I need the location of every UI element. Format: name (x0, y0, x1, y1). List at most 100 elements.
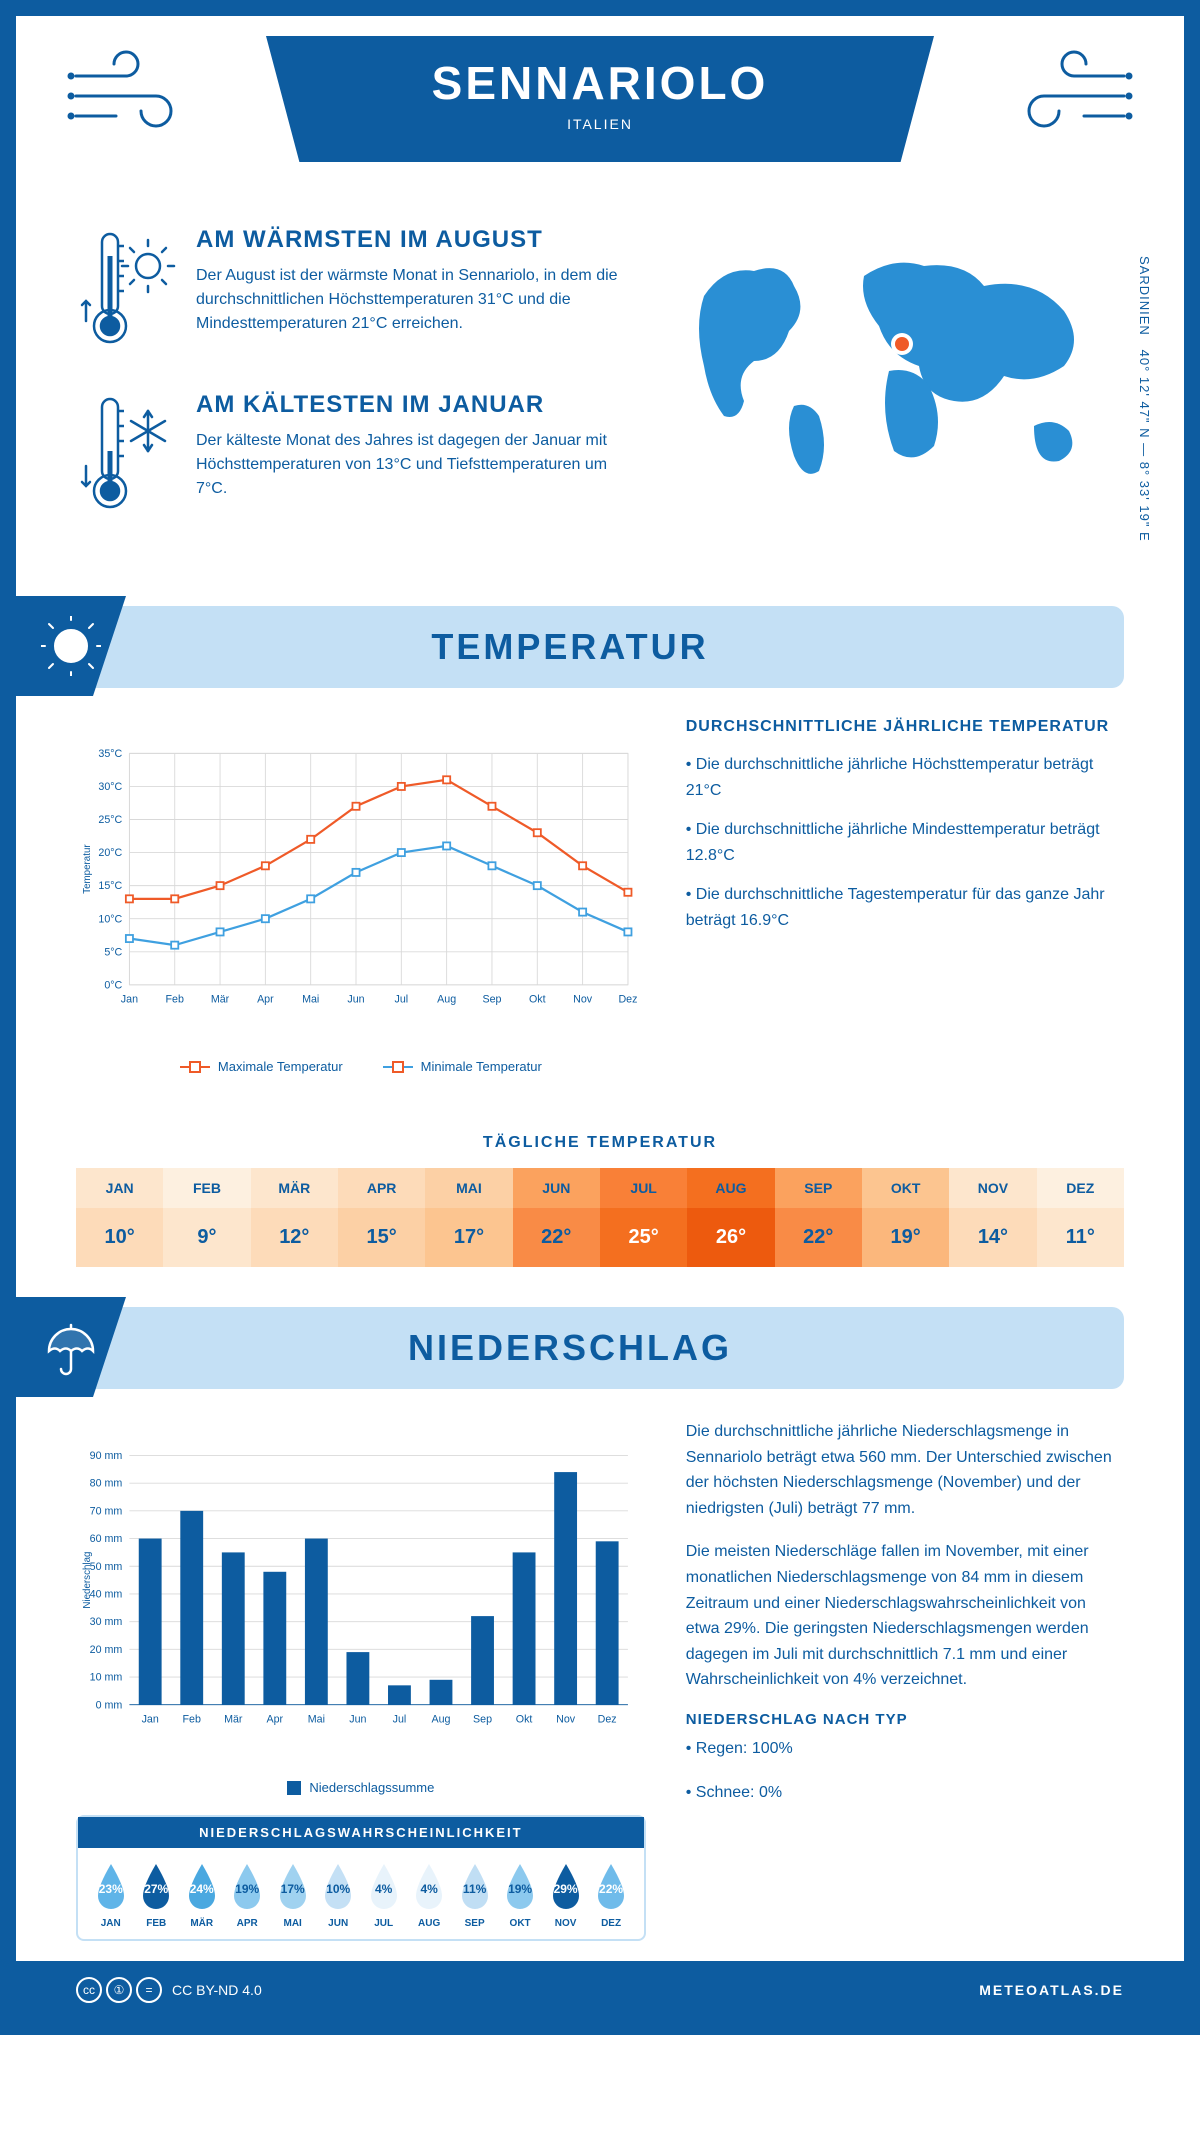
precipitation-summary: Die durchschnittliche jährliche Niedersc… (686, 1419, 1124, 1941)
svg-text:20 mm: 20 mm (90, 1644, 123, 1656)
svg-text:Mär: Mär (224, 1714, 243, 1726)
svg-text:Aug: Aug (437, 994, 456, 1006)
raindrop-icon: 19% (499, 1860, 541, 1912)
svg-text:60 mm: 60 mm (90, 1533, 123, 1545)
raindrop-icon: 23% (90, 1860, 132, 1912)
chart-legend: Niederschlagssumme (76, 1780, 646, 1795)
prob-cell: 23% JAN (88, 1860, 133, 1929)
svg-text:Jan: Jan (121, 994, 138, 1006)
svg-text:Apr: Apr (267, 1714, 284, 1726)
svg-text:20°C: 20°C (98, 847, 122, 859)
svg-text:30 mm: 30 mm (90, 1616, 123, 1628)
coldest-text: Der kälteste Monat des Jahres ist dagege… (196, 429, 634, 501)
daily-temp-cell: MAI17° (425, 1168, 512, 1267)
coordinates: SARDINIEN 40° 12' 47" N — 8° 33' 19" E (1137, 256, 1152, 542)
temperature-chart: 0°C5°C10°C15°C20°C25°C30°C35°CJanFebMärA… (76, 718, 646, 1074)
header: SENNARIOLO ITALIEN (16, 16, 1184, 216)
coldest-title: AM KÄLTESTEN IM JANUAR (196, 391, 634, 419)
prob-cell: 27% FEB (133, 1860, 178, 1929)
svg-text:Jun: Jun (349, 1714, 366, 1726)
svg-text:Aug: Aug (431, 1714, 450, 1726)
daily-temp-cell: OKT19° (862, 1168, 949, 1267)
by-type-item: • Schnee: 0% (686, 1780, 1124, 1806)
temperature-banner: TEMPERATUR (16, 606, 1124, 688)
summary-bullet: • Die durchschnittliche Tagestemperatur … (686, 882, 1124, 933)
city-name: SENNARIOLO (266, 56, 934, 110)
daily-temp-title: TÄGLICHE TEMPERATUR (16, 1134, 1184, 1152)
intro-section: AM WÄRMSTEN IM AUGUST Der August ist der… (16, 216, 1184, 586)
svg-text:Okt: Okt (516, 1714, 533, 1726)
svg-text:Sep: Sep (473, 1714, 492, 1726)
daily-temp-table: JAN10°FEB9°MÄR12°APR15°MAI17°JUN22°JUL25… (76, 1168, 1124, 1267)
svg-text:70 mm: 70 mm (90, 1505, 123, 1517)
temperature-summary: DURCHSCHNITTLICHE JÄHRLICHE TEMPERATUR •… (686, 718, 1124, 1074)
country-name: ITALIEN (266, 116, 934, 132)
raindrop-icon: 19% (226, 1860, 268, 1912)
svg-text:Mär: Mär (211, 994, 230, 1006)
daily-temp-cell: SEP22° (775, 1168, 862, 1267)
daily-temp-cell: NOV14° (949, 1168, 1036, 1267)
svg-text:0°C: 0°C (104, 979, 122, 991)
svg-text:30°C: 30°C (98, 781, 122, 793)
svg-text:80 mm: 80 mm (90, 1478, 123, 1490)
by-type-item: • Regen: 100% (686, 1736, 1124, 1762)
wind-icon (994, 46, 1134, 146)
cc-license-icons: cc①= (76, 1977, 162, 2003)
prob-cell: 4% AUG (406, 1860, 451, 1929)
precipitation-chart: 0 mm10 mm20 mm30 mm40 mm50 mm60 mm70 mm8… (76, 1419, 646, 1795)
raindrop-icon: 11% (454, 1860, 496, 1912)
prob-cell: 11% SEP (452, 1860, 497, 1929)
raindrop-icon: 27% (135, 1860, 177, 1912)
coldest-block: AM KÄLTESTEN IM JANUAR Der kälteste Mona… (76, 391, 634, 526)
svg-text:35°C: 35°C (98, 748, 122, 760)
prob-cell: 24% MÄR (179, 1860, 224, 1929)
precip-text: Die durchschnittliche jährliche Niedersc… (686, 1419, 1124, 1521)
svg-text:Feb: Feb (183, 1714, 201, 1726)
prob-cell: 22% DEZ (588, 1860, 633, 1929)
daily-temp-cell: JUN22° (513, 1168, 600, 1267)
world-map-icon (674, 226, 1124, 486)
thermometer-cold-icon (76, 391, 176, 526)
raindrop-icon: 10% (317, 1860, 359, 1912)
daily-temp-cell: AUG26° (687, 1168, 774, 1267)
site-name: METEOATLAS.DE (979, 1982, 1124, 1998)
daily-temp-cell: APR15° (338, 1168, 425, 1267)
summary-title: DURCHSCHNITTLICHE JÄHRLICHE TEMPERATUR (686, 718, 1124, 736)
raindrop-icon: 29% (545, 1860, 587, 1912)
svg-text:10 mm: 10 mm (90, 1672, 123, 1684)
title-banner: SENNARIOLO ITALIEN (266, 36, 934, 162)
by-type-title: NIEDERSCHLAG NACH TYP (686, 1711, 1124, 1728)
section-title: TEMPERATUR (16, 626, 1124, 668)
section-title: NIEDERSCHLAG (16, 1327, 1124, 1369)
svg-text:Jul: Jul (395, 994, 409, 1006)
prob-title: NIEDERSCHLAGSWAHRSCHEINLICHKEIT (78, 1817, 644, 1848)
precipitation-banner: NIEDERSCHLAG (16, 1307, 1124, 1389)
sun-icon (16, 596, 126, 696)
svg-text:Jul: Jul (393, 1714, 407, 1726)
svg-text:Dez: Dez (618, 994, 637, 1006)
daily-temp-cell: JUL25° (600, 1168, 687, 1267)
prob-cell: 10% JUN (315, 1860, 360, 1929)
prob-cell: 19% OKT (497, 1860, 542, 1929)
prob-cell: 29% NOV (543, 1860, 588, 1929)
daily-temp-cell: JAN10° (76, 1168, 163, 1267)
svg-text:Apr: Apr (257, 994, 274, 1006)
license-text: CC BY-ND 4.0 (172, 1982, 262, 1998)
precip-text: Die meisten Niederschläge fallen im Nove… (686, 1539, 1124, 1693)
footer: cc①= CC BY-ND 4.0 METEOATLAS.DE (16, 1961, 1184, 2019)
daily-temp-cell: MÄR12° (251, 1168, 338, 1267)
precip-probability-box: NIEDERSCHLAGSWAHRSCHEINLICHKEIT 23% JAN … (76, 1815, 646, 1941)
svg-text:25°C: 25°C (98, 814, 122, 826)
raindrop-icon: 24% (181, 1860, 223, 1912)
svg-text:Niederschlag: Niederschlag (82, 1552, 93, 1609)
svg-text:50 mm: 50 mm (90, 1561, 123, 1573)
wind-icon (66, 46, 206, 146)
svg-text:Jan: Jan (142, 1714, 159, 1726)
svg-text:15°C: 15°C (98, 880, 122, 892)
svg-text:Sep: Sep (482, 994, 501, 1006)
warmest-text: Der August ist der wärmste Monat in Senn… (196, 264, 634, 336)
daily-temp-cell: FEB9° (163, 1168, 250, 1267)
svg-text:0 mm: 0 mm (96, 1699, 123, 1711)
svg-text:90 mm: 90 mm (90, 1450, 123, 1462)
svg-text:Temperatur: Temperatur (82, 844, 93, 894)
